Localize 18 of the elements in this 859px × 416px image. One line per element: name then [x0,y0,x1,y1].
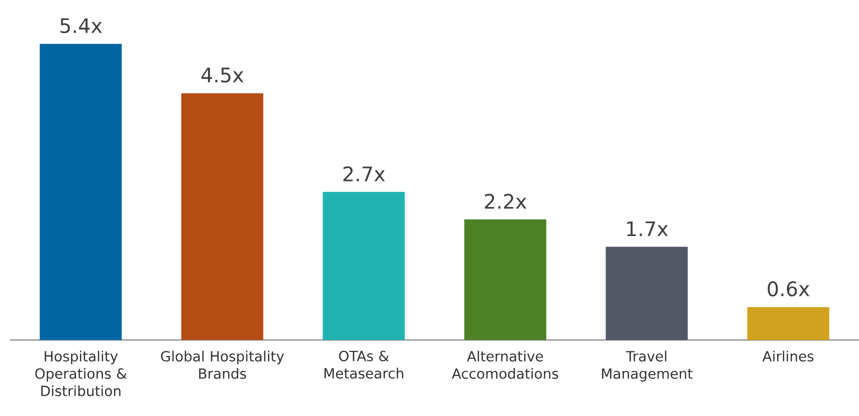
x-tick-label: Airlines [762,350,814,362]
bar [606,246,688,340]
data-label: 2.7x [343,166,385,182]
data-label: 5.4x [60,18,102,34]
bar [747,307,830,340]
x-tick-label: Hospitality Operations & Distribution [35,350,127,396]
x-tick-label: Global Hospitality Brands [161,350,284,379]
x-tick-label: OTAs & Metasearch [324,350,404,379]
x-tick-label: Travel Management [602,350,693,382]
bar [322,192,405,340]
bar [40,44,122,340]
data-label: 1.7x [627,221,668,236]
bar [464,219,546,340]
x-tick-label: Alternative Accomodations [452,350,558,379]
bar [181,93,264,340]
data-label: 2.2x [484,194,526,209]
data-label: 0.6x [768,281,810,296]
data-label: 4.5x [201,68,244,83]
